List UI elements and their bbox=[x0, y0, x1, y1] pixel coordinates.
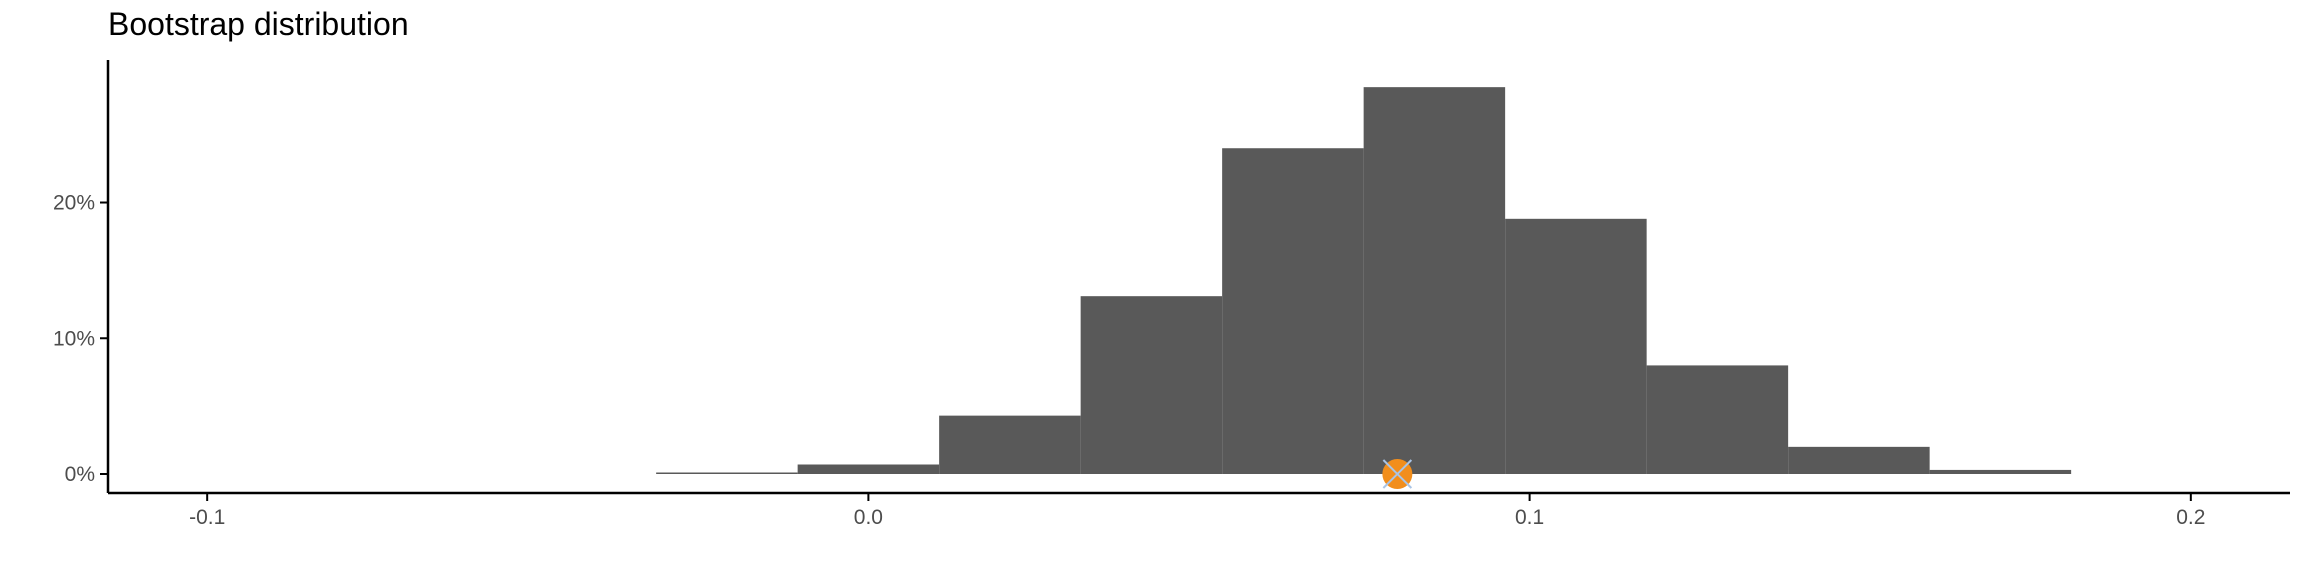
x-tick-label: 0.0 bbox=[854, 506, 883, 529]
y-axis-ticks: 0% 10% 20% bbox=[53, 192, 108, 486]
x-axis-ticks: -0.1 0.0 0.1 0.2 bbox=[189, 493, 2205, 529]
y-tick-label: 20% bbox=[53, 192, 95, 215]
histogram-bar bbox=[797, 464, 940, 474]
point-estimate-marker bbox=[1382, 459, 1413, 489]
histogram-bar bbox=[656, 472, 798, 474]
histogram-bars bbox=[656, 87, 2072, 475]
histogram-bar bbox=[1646, 365, 1789, 474]
histogram-bar bbox=[1929, 469, 2072, 474]
y-tick-label: 10% bbox=[53, 327, 95, 350]
histogram-bar bbox=[939, 415, 1081, 474]
chart-title: Bootstrap distribution bbox=[108, 6, 409, 42]
histogram-bar bbox=[1363, 87, 1506, 475]
histogram-bar bbox=[1788, 446, 1930, 474]
histogram-bar bbox=[1080, 296, 1223, 474]
histogram-bar bbox=[1222, 148, 1364, 475]
x-tick-label: 0.2 bbox=[2176, 506, 2205, 529]
point-estimate-cross-b bbox=[1382, 459, 1413, 489]
x-tick-label: 0.1 bbox=[1515, 506, 1544, 529]
histogram-bar bbox=[1505, 218, 1647, 474]
x-tick-label: -0.1 bbox=[189, 506, 225, 529]
y-tick-label: 0% bbox=[65, 463, 95, 486]
axes bbox=[106, 60, 2290, 495]
